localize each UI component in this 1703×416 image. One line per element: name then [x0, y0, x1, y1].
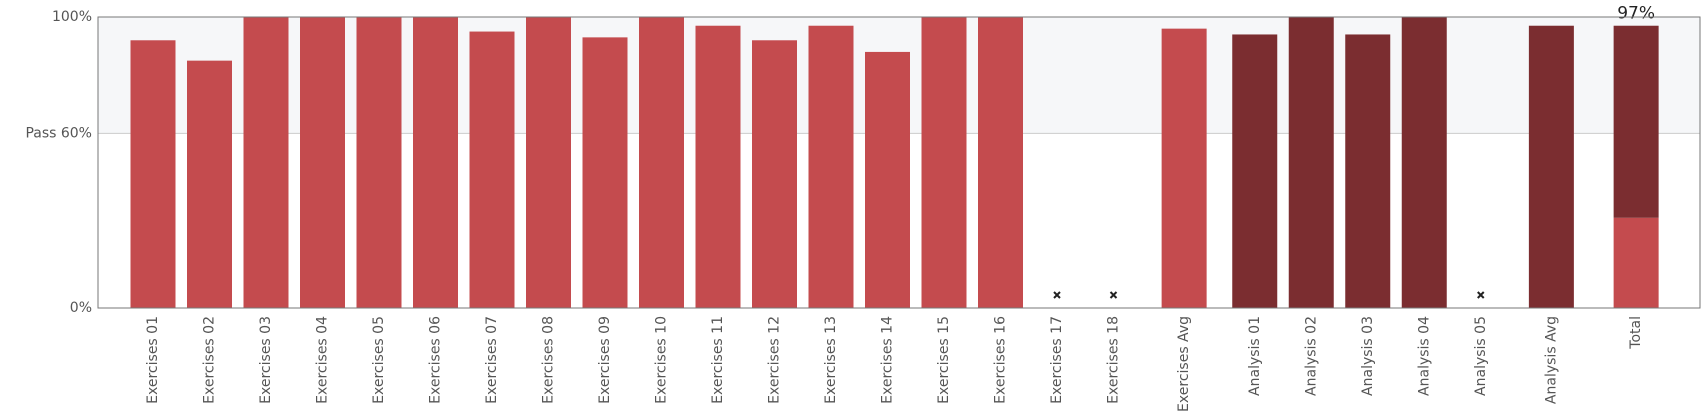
- x-tick-label: Exercises 06: [428, 316, 444, 404]
- bar: [582, 37, 628, 309]
- bar: [526, 17, 571, 308]
- bar: [469, 31, 515, 309]
- bar: [978, 17, 1023, 308]
- x-tick-label: Exercises 10: [654, 316, 670, 404]
- bar: [130, 40, 176, 308]
- bar: [300, 17, 345, 308]
- bar: [1288, 17, 1334, 308]
- bar: [1161, 28, 1207, 308]
- bar: [1345, 34, 1391, 309]
- bar: [639, 17, 684, 308]
- x-tick-label: Exercises 01: [145, 316, 161, 404]
- total-label: 97%: [1617, 4, 1655, 24]
- x-tick-label: Analysis 03: [1360, 316, 1376, 396]
- x-tick-label: Analysis Avg: [1543, 316, 1559, 404]
- x-tick-label: Analysis 01: [1247, 316, 1263, 396]
- missing-marker: [1053, 291, 1061, 299]
- bar: [921, 17, 967, 308]
- plot-border: [97, 16, 1701, 309]
- x-tick-label: Total: [1628, 316, 1644, 350]
- bar: [1528, 25, 1574, 308]
- bar: [695, 25, 741, 308]
- bar: [356, 17, 402, 308]
- x-tick-label: Exercises 12: [767, 316, 783, 404]
- x-tick-label: Exercises 05: [371, 316, 387, 404]
- x-tick-label: Analysis 02: [1303, 316, 1319, 396]
- bar: [187, 60, 232, 309]
- bar: [413, 17, 458, 308]
- x-tick-label: Exercises 04: [315, 316, 331, 404]
- x-tick-label: Exercises 02: [202, 316, 218, 404]
- bar: [1401, 17, 1447, 308]
- x-tick-label: Exercises 08: [541, 316, 557, 404]
- x-tick-label: Exercises Avg: [1176, 316, 1192, 412]
- bar: [1613, 217, 1659, 308]
- x-tick-label: Exercises 15: [936, 316, 952, 404]
- x-tick-label: Exercises 07: [484, 316, 500, 404]
- x-tick-label: Exercises 13: [823, 316, 839, 404]
- x-tick-label: Exercises 14: [880, 316, 896, 404]
- x-tick-label: Exercises 16: [993, 316, 1009, 404]
- bar: [865, 51, 910, 309]
- missing-marker: [1109, 291, 1118, 299]
- bar: [1613, 25, 1659, 218]
- missing-marker: [1477, 291, 1485, 299]
- bar: [1232, 34, 1278, 309]
- bar: [808, 25, 854, 308]
- x-tick-label: Analysis 04: [1416, 316, 1432, 396]
- x-tick-label: Exercises 17: [1049, 316, 1065, 404]
- x-tick-label: Exercises 11: [710, 316, 726, 404]
- x-tick-label: Analysis 05: [1473, 316, 1489, 396]
- bar: [243, 17, 289, 308]
- x-tick-label: Exercises 18: [1106, 316, 1122, 404]
- y-tick-label: 0%: [70, 300, 92, 316]
- x-tick-label: Exercises 03: [258, 316, 274, 404]
- bar: [752, 40, 797, 308]
- y-tick-label: Pass 60%: [25, 125, 92, 141]
- y-tick-label: 100%: [52, 9, 92, 25]
- x-tick-label: Exercises 09: [597, 316, 613, 404]
